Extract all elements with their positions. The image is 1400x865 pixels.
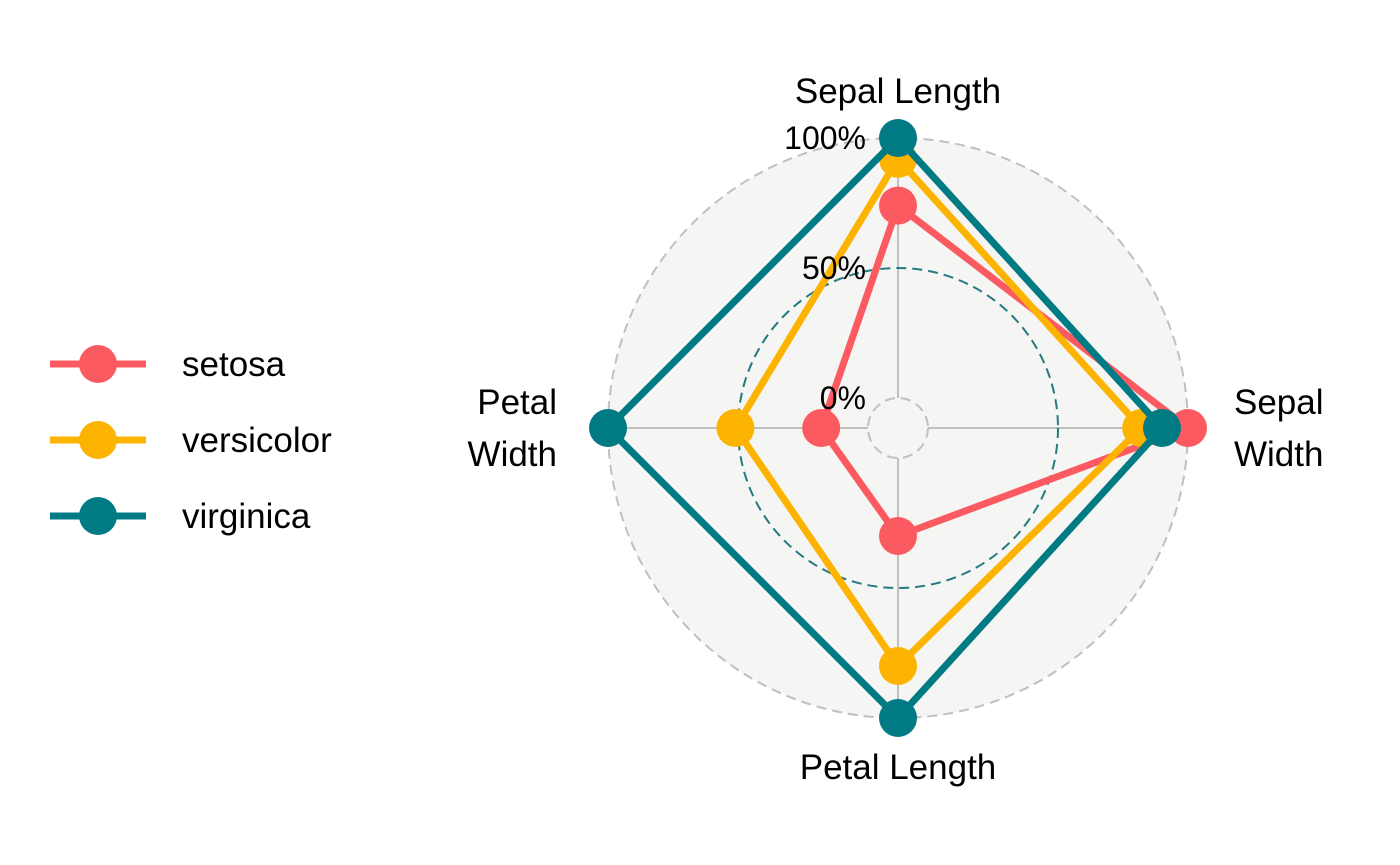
series-point xyxy=(879,186,917,225)
axis-label: Petal Length xyxy=(800,748,997,787)
legend-label: virginica xyxy=(182,497,311,536)
radar-series xyxy=(589,119,1207,737)
axis-label: Petal xyxy=(477,383,557,422)
legend-key-point xyxy=(79,421,117,459)
series-point xyxy=(879,647,917,685)
series-point xyxy=(879,119,917,157)
series-point xyxy=(716,409,755,447)
legend-key-point xyxy=(79,345,117,383)
series-point xyxy=(589,409,627,447)
grid-level-label: 50% xyxy=(802,250,866,286)
axis-label: Width xyxy=(1234,435,1323,474)
axis-label: Sepal xyxy=(1234,383,1324,422)
series-point xyxy=(879,517,917,555)
legend: setosa versicolor virginica xyxy=(50,345,332,536)
legend-label: versicolor xyxy=(182,421,332,460)
series-point xyxy=(879,699,917,737)
series-point xyxy=(802,409,841,447)
grid-level-label: 100% xyxy=(784,120,866,156)
grid-level-label: 0% xyxy=(820,380,866,416)
legend-key-point xyxy=(79,497,117,535)
radar-grid xyxy=(607,137,1189,719)
series-point xyxy=(1169,409,1207,447)
axis-label: Width xyxy=(468,435,557,474)
radar-labels: 0% 50% 100% Sepal Length Sepal Width Petal Len… xyxy=(468,72,1324,787)
grid-circle xyxy=(867,397,929,459)
axis-label: Sepal Length xyxy=(795,72,1001,111)
legend-label: setosa xyxy=(182,345,286,384)
series-point xyxy=(1143,409,1181,447)
